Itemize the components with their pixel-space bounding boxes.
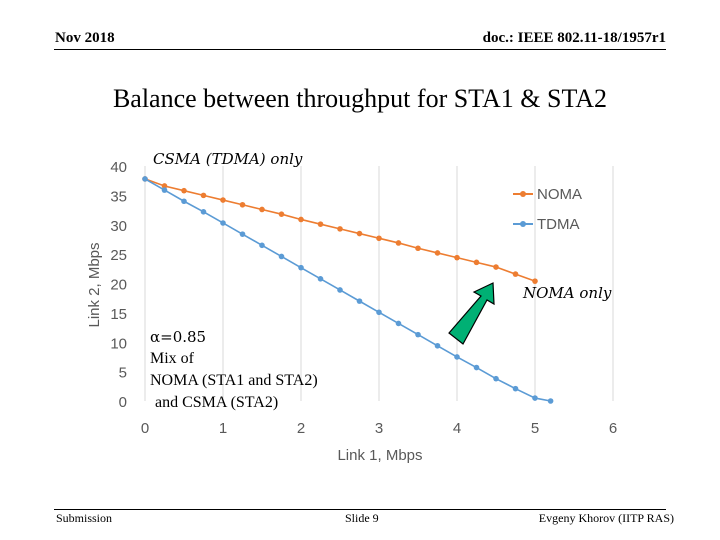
- tdma-point-12: [376, 309, 382, 316]
- header-doc-id: doc.: IEEE 802.11-18/1957r1: [482, 30, 666, 46]
- tdma-point-17: [473, 364, 480, 371]
- legend-noma-label: NOMA: [537, 186, 582, 203]
- noma-point-19: [512, 271, 519, 277]
- noma-point-12: [376, 235, 382, 242]
- tdma-point-21: [547, 398, 554, 404]
- tdma-point-6: [259, 242, 265, 249]
- x-axis-label: Link 1, Mbps: [337, 447, 422, 464]
- footer-slide-number: Slide 9: [345, 511, 379, 525]
- noma-point-15: [434, 250, 441, 256]
- tdma-point-13: [395, 320, 402, 327]
- tdma-point-18: [493, 375, 499, 382]
- noma-point-9: [317, 221, 324, 227]
- y-tick-5: 25: [110, 247, 127, 264]
- noma-point-7: [278, 211, 285, 217]
- noma-point-6: [259, 206, 265, 213]
- tdma-point-7: [278, 253, 285, 260]
- y-tick-7: 35: [110, 188, 127, 205]
- tdma-point-10: [337, 287, 343, 293]
- footer-rule: [54, 509, 666, 510]
- noma-point-17: [473, 259, 480, 266]
- tdma-series-line: [144, 178, 551, 402]
- mix-line-2: NOMA (STA1 and STA2): [150, 372, 318, 389]
- tdma-point-4: [220, 220, 226, 226]
- csma-only-annotation: CSMA (TDMA) only: [153, 150, 303, 168]
- tdma-point-19: [512, 385, 519, 392]
- tdma-point-0: [142, 176, 148, 182]
- y-tick-3: 15: [110, 306, 127, 323]
- y-tick-1: 5: [119, 365, 127, 382]
- tdma-point-20: [532, 395, 538, 401]
- noma-point-10: [337, 226, 343, 232]
- noma-point-18: [493, 264, 499, 270]
- y-tick-2: 10: [110, 335, 127, 352]
- tdma-point-11: [356, 298, 363, 304]
- green-arrow: [448, 282, 495, 345]
- tdma-point-2: [181, 198, 187, 205]
- tdma-point-14: [415, 331, 421, 338]
- noma-only-annotation: NOMA only: [522, 284, 612, 302]
- slide-title: Balance between throughput for STA1 & ST…: [112, 84, 608, 113]
- x-tick-3: 3: [375, 420, 383, 437]
- footer-submission: Submission: [56, 511, 113, 525]
- legend-tdma-label: TDMA: [537, 216, 580, 233]
- tdma-point-1: [161, 187, 168, 193]
- y-tick-4: 20: [110, 277, 127, 294]
- x-tick-5: 5: [531, 420, 539, 437]
- noma-point-8: [298, 216, 304, 223]
- noma-point-1: [161, 183, 168, 189]
- header-rule: [54, 49, 666, 50]
- noma-point-4: [220, 197, 226, 203]
- legend-tdma-marker: [520, 221, 526, 227]
- footer-author: Evgeny Khorov (IITP RAS): [538, 511, 674, 525]
- tdma-point-8: [298, 264, 304, 271]
- x-tick-2: 2: [297, 420, 305, 437]
- y-tick-labels: 0 5 10 15 20 25 30 35 40: [110, 159, 127, 411]
- grid-lines: [144, 166, 614, 401]
- legend-noma-marker: [520, 191, 526, 197]
- tdma-point-9: [317, 276, 324, 282]
- tdma-point-3: [200, 209, 207, 215]
- noma-point-11: [356, 230, 363, 237]
- noma-point-14: [415, 245, 421, 252]
- noma-point-20: [532, 278, 538, 284]
- noma-point-5: [239, 201, 246, 208]
- y-tick-0: 0: [119, 394, 127, 411]
- x-tick-4: 4: [453, 420, 461, 437]
- tdma-point-5: [239, 231, 246, 237]
- y-tick-6: 30: [110, 218, 127, 235]
- noma-point-16: [454, 254, 460, 261]
- y-tick-8: 40: [110, 159, 127, 176]
- noma-point-13: [395, 240, 402, 246]
- noma-point-2: [181, 187, 187, 194]
- tdma-point-15: [434, 342, 441, 349]
- alpha-annotation: α=0.85: [150, 328, 206, 346]
- header-date: Nov 2018: [55, 30, 115, 46]
- x-tick-0: 0: [141, 420, 149, 437]
- series-layer: [142, 176, 554, 404]
- x-tick-labels: 0 1 2 3 4 5 6: [141, 420, 617, 437]
- mix-line-3: and CSMA (STA2): [155, 394, 278, 411]
- y-axis-label: Link 2, Mbps: [86, 242, 103, 327]
- tdma-point-16: [454, 354, 460, 360]
- noma-point-3: [200, 192, 207, 199]
- x-tick-1: 1: [219, 420, 227, 437]
- mix-line-1: Mix of: [150, 350, 195, 367]
- x-tick-6: 6: [609, 420, 617, 437]
